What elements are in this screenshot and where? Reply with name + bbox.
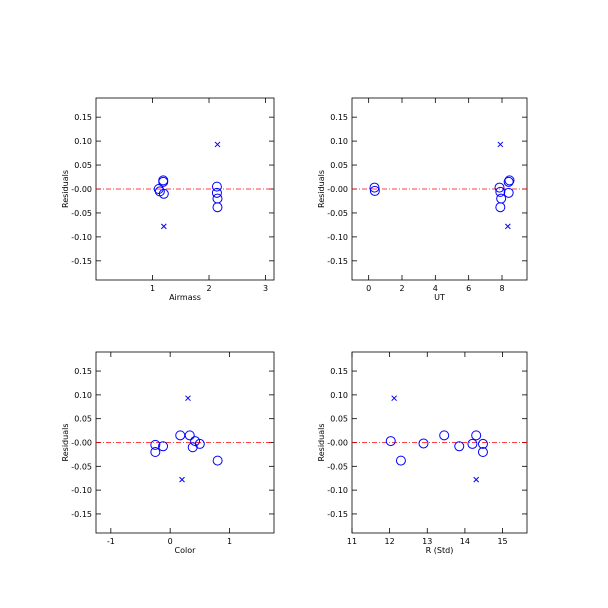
panel-ut: -0.15 -0.10 -0.05 -0.00 0.05 0.10 0.15 0 2 4 6 8 UT R… bbox=[317, 97, 528, 302]
data-point-circle bbox=[211, 181, 222, 192]
y-tick-label: 0.10 bbox=[74, 137, 92, 146]
y-tick-label: -0.10 bbox=[71, 486, 92, 495]
x-tick-label: 8 bbox=[499, 284, 504, 293]
data-point-circle bbox=[495, 202, 506, 213]
y-axis-label: Residuals bbox=[61, 424, 70, 462]
data-point-circle bbox=[187, 442, 198, 453]
data-point-circle bbox=[175, 430, 186, 441]
x-tick-label: 0 bbox=[168, 537, 173, 546]
y-tick-label: -0.05 bbox=[327, 462, 348, 471]
data-point-circle bbox=[158, 188, 169, 199]
data-point-circle bbox=[212, 202, 223, 213]
data-point-circle bbox=[190, 436, 201, 447]
y-tick-label: 0.15 bbox=[330, 113, 348, 122]
data-point-circle bbox=[503, 187, 514, 198]
y-tick-label: 0.05 bbox=[330, 161, 348, 170]
data-point-circle bbox=[150, 439, 161, 450]
x-tick-label: 4 bbox=[433, 284, 438, 293]
panel-color: -0.15 -0.10 -0.05 -0.00 0.05 0.10 0.15 -1 0 1 Colo… bbox=[61, 351, 275, 555]
y-tick-label: -0.15 bbox=[327, 257, 348, 266]
data-point-circle bbox=[494, 182, 505, 193]
y-tick-label: 0.05 bbox=[330, 415, 348, 424]
data-point-circle bbox=[212, 193, 223, 204]
y-tick-label: 0.05 bbox=[74, 415, 92, 424]
data-point-cross bbox=[391, 395, 398, 402]
data-point-cross bbox=[473, 476, 480, 483]
data-point-circle bbox=[212, 455, 223, 466]
data-point-circle bbox=[471, 430, 482, 441]
x-tick-label: 3 bbox=[263, 284, 268, 293]
x-tick-label: 6 bbox=[466, 284, 471, 293]
data-point-circle bbox=[158, 175, 169, 186]
data-point-circle bbox=[211, 187, 222, 198]
data-point-circle bbox=[418, 438, 429, 449]
x-tick-label: 0 bbox=[366, 284, 371, 293]
data-point-circle bbox=[503, 176, 514, 187]
data-point-circle bbox=[477, 438, 488, 449]
y-tick-label: 0.15 bbox=[330, 367, 348, 376]
x-axis-label: Color bbox=[175, 546, 197, 555]
y-tick-label: -0.10 bbox=[327, 486, 348, 495]
x-tick-label: 11 bbox=[347, 537, 357, 546]
y-tick-label: -0.05 bbox=[71, 462, 92, 471]
y-tick-label: -0.00 bbox=[71, 185, 92, 194]
y-axis-label: Residuals bbox=[61, 170, 70, 208]
y-axis-label: Residuals bbox=[317, 424, 326, 462]
data-point-circle bbox=[477, 447, 488, 458]
y-axis-label: Residuals bbox=[317, 170, 326, 208]
y-tick-label: -0.15 bbox=[71, 257, 92, 266]
y-tick-label: 0.10 bbox=[74, 391, 92, 400]
y-tick-label: -0.15 bbox=[71, 510, 92, 519]
y-tick-label: -0.00 bbox=[327, 185, 348, 194]
data-point-circle bbox=[395, 455, 406, 466]
data-point-cross bbox=[214, 141, 221, 148]
x-tick-label: 1 bbox=[227, 537, 232, 546]
data-point-circle bbox=[454, 441, 465, 452]
y-tick-label: -0.00 bbox=[327, 439, 348, 448]
x-tick-label: 14 bbox=[460, 537, 470, 546]
data-point-circle bbox=[369, 182, 380, 193]
data-point-circle bbox=[439, 430, 450, 441]
y-tick-label: 0.15 bbox=[74, 113, 92, 122]
y-tick-label: -0.00 bbox=[71, 439, 92, 448]
y-tick-label: -0.15 bbox=[327, 510, 348, 519]
data-point-cross bbox=[179, 476, 185, 483]
y-tick-label: -0.10 bbox=[327, 233, 348, 242]
data-point-circle bbox=[495, 186, 506, 197]
x-axis-label: Airmass bbox=[169, 293, 201, 302]
x-tick-label: 2 bbox=[399, 284, 404, 293]
y-tick-label: -0.10 bbox=[71, 233, 92, 242]
data-point-cross bbox=[504, 223, 511, 230]
data-point-circle bbox=[194, 438, 205, 449]
y-tick-label: 0.10 bbox=[330, 391, 348, 400]
data-point-circle bbox=[184, 430, 195, 441]
x-axis-label: R (Std) bbox=[426, 546, 454, 555]
data-point-circle bbox=[504, 175, 515, 186]
panel-r-std: -0.15 -0.10 -0.05 -0.00 0.05 0.10 0.15 11 12 13 14… bbox=[317, 351, 528, 555]
data-point-circle bbox=[467, 438, 478, 449]
data-point-circle bbox=[496, 193, 507, 204]
x-tick-label: 2 bbox=[206, 284, 211, 293]
data-point-circle bbox=[369, 185, 380, 196]
data-point-cross bbox=[185, 395, 191, 402]
data-point-circle bbox=[158, 441, 169, 452]
x-axis-label: UT bbox=[434, 293, 445, 302]
x-tick-label: 13 bbox=[422, 537, 432, 546]
y-tick-label: -0.05 bbox=[327, 209, 348, 218]
y-tick-label: 0.15 bbox=[74, 367, 92, 376]
x-tick-label: 1 bbox=[150, 284, 155, 293]
x-tick-label: 15 bbox=[497, 537, 507, 546]
data-point-circle bbox=[150, 447, 161, 458]
data-point-circle bbox=[385, 436, 396, 447]
panel-airmass: -0.15 -0.10 -0.05 -0.00 0.05 0.10 0.15 1 2 3 Airma… bbox=[61, 97, 275, 302]
x-tick-label: 12 bbox=[385, 537, 395, 546]
y-tick-label: 0.05 bbox=[74, 161, 92, 170]
y-tick-label: 0.10 bbox=[330, 137, 348, 146]
data-point-cross bbox=[497, 141, 504, 148]
data-point-cross bbox=[160, 223, 167, 230]
x-tick-label: -1 bbox=[107, 537, 115, 546]
y-tick-label: -0.05 bbox=[71, 209, 92, 218]
